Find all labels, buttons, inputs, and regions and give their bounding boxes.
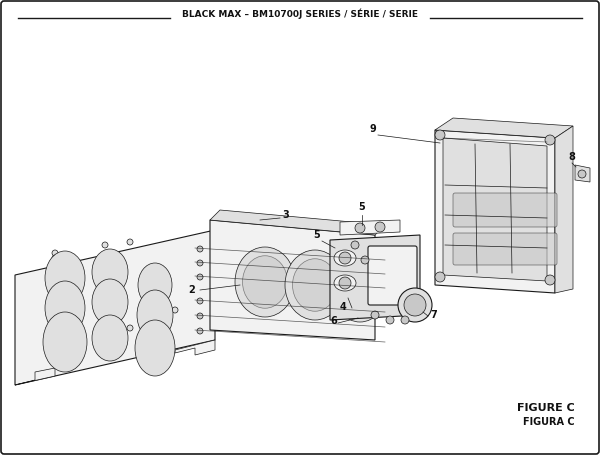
Ellipse shape — [92, 315, 128, 361]
Circle shape — [435, 130, 445, 140]
Circle shape — [401, 316, 409, 324]
Circle shape — [102, 329, 108, 335]
Ellipse shape — [242, 256, 287, 308]
Ellipse shape — [235, 247, 295, 317]
Ellipse shape — [285, 250, 345, 320]
Ellipse shape — [43, 312, 87, 372]
Ellipse shape — [138, 263, 172, 307]
Ellipse shape — [92, 279, 128, 325]
FancyBboxPatch shape — [453, 233, 557, 265]
Circle shape — [197, 274, 203, 280]
Ellipse shape — [293, 259, 337, 311]
Ellipse shape — [404, 294, 426, 316]
Polygon shape — [435, 118, 573, 138]
Circle shape — [52, 342, 58, 348]
Text: FIGURE C: FIGURE C — [517, 403, 575, 413]
Circle shape — [52, 255, 58, 261]
Text: BLACK MAX – BM10700J SERIES / SÉRIE / SERIE: BLACK MAX – BM10700J SERIES / SÉRIE / SE… — [182, 9, 418, 19]
Text: 5: 5 — [358, 202, 365, 212]
Text: 6: 6 — [330, 316, 337, 326]
Circle shape — [339, 252, 351, 264]
Circle shape — [197, 328, 203, 334]
Circle shape — [386, 316, 394, 324]
Circle shape — [197, 298, 203, 304]
Ellipse shape — [137, 290, 173, 340]
Circle shape — [545, 275, 555, 285]
Text: 8: 8 — [568, 152, 575, 162]
Text: 4: 4 — [340, 302, 347, 312]
FancyBboxPatch shape — [453, 193, 557, 227]
Text: FIGURA C: FIGURA C — [523, 417, 575, 427]
Ellipse shape — [398, 288, 432, 322]
Text: 2: 2 — [188, 285, 195, 295]
Circle shape — [197, 313, 203, 319]
Circle shape — [172, 307, 178, 313]
Circle shape — [197, 246, 203, 252]
Circle shape — [371, 311, 379, 319]
Ellipse shape — [334, 250, 356, 266]
FancyBboxPatch shape — [368, 246, 417, 305]
Ellipse shape — [332, 254, 388, 322]
Polygon shape — [340, 220, 400, 235]
Circle shape — [545, 135, 555, 145]
Polygon shape — [210, 220, 375, 340]
Ellipse shape — [45, 251, 85, 305]
Polygon shape — [575, 165, 590, 182]
Polygon shape — [435, 130, 555, 293]
Circle shape — [127, 239, 133, 245]
Circle shape — [339, 277, 351, 289]
Ellipse shape — [92, 249, 128, 295]
Text: 3: 3 — [282, 210, 289, 220]
Circle shape — [102, 242, 108, 248]
Circle shape — [355, 223, 365, 233]
Ellipse shape — [339, 263, 381, 313]
Ellipse shape — [45, 281, 85, 335]
Text: 9: 9 — [370, 124, 377, 134]
Ellipse shape — [334, 275, 356, 291]
Circle shape — [127, 325, 133, 331]
Circle shape — [435, 272, 445, 282]
Circle shape — [52, 250, 58, 256]
Polygon shape — [15, 368, 55, 385]
Circle shape — [361, 256, 369, 264]
Circle shape — [197, 260, 203, 266]
Text: 5: 5 — [313, 230, 320, 240]
Polygon shape — [210, 210, 385, 235]
Circle shape — [52, 337, 58, 343]
Circle shape — [578, 170, 586, 178]
Circle shape — [351, 241, 359, 249]
Polygon shape — [175, 340, 215, 355]
Polygon shape — [15, 230, 215, 385]
Polygon shape — [443, 138, 547, 281]
Circle shape — [375, 222, 385, 232]
Text: 7: 7 — [430, 310, 437, 320]
Polygon shape — [555, 126, 573, 293]
Ellipse shape — [135, 320, 175, 376]
Polygon shape — [330, 235, 420, 320]
